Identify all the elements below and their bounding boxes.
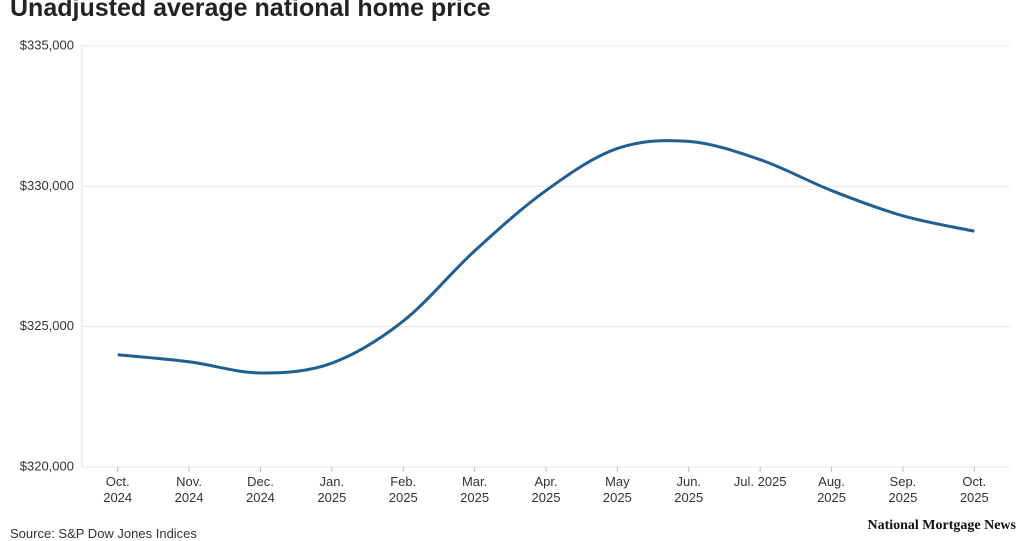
x-tick-label: Apr. 2025 bbox=[531, 474, 561, 505]
x-tick-label: Sep. 2025 bbox=[888, 474, 918, 505]
y-tick-label: $335,000 bbox=[20, 37, 74, 52]
y-tick-label: $325,000 bbox=[20, 318, 74, 333]
x-tick-label: Dec. 2024 bbox=[245, 474, 275, 505]
x-tick-label: Oct. 2024 bbox=[103, 474, 133, 505]
x-tick-label: Nov. 2024 bbox=[174, 474, 204, 505]
source-note: Source: S&P Dow Jones Indices bbox=[10, 526, 197, 541]
y-tick-label: $320,000 bbox=[20, 458, 74, 473]
x-tick-label: Oct. 2025 bbox=[959, 474, 989, 505]
x-tick-label: Aug. 2025 bbox=[817, 474, 846, 505]
x-tick-label: Mar. 2025 bbox=[460, 474, 490, 505]
credit-logo: National Mortgage News bbox=[867, 518, 1016, 533]
chart-title: Unadjusted average national home price bbox=[10, 0, 491, 22]
x-tick-label: Jul. 2025 bbox=[733, 474, 787, 489]
x-tick-label: May 2025 bbox=[602, 474, 632, 505]
line-series bbox=[117, 139, 975, 375]
x-tick-label: Feb. 2025 bbox=[388, 474, 418, 505]
x-tick-label: Jun. 2025 bbox=[674, 474, 704, 505]
x-tick-label: Jan. 2025 bbox=[317, 474, 347, 505]
y-tick-label: $330,000 bbox=[20, 178, 74, 193]
